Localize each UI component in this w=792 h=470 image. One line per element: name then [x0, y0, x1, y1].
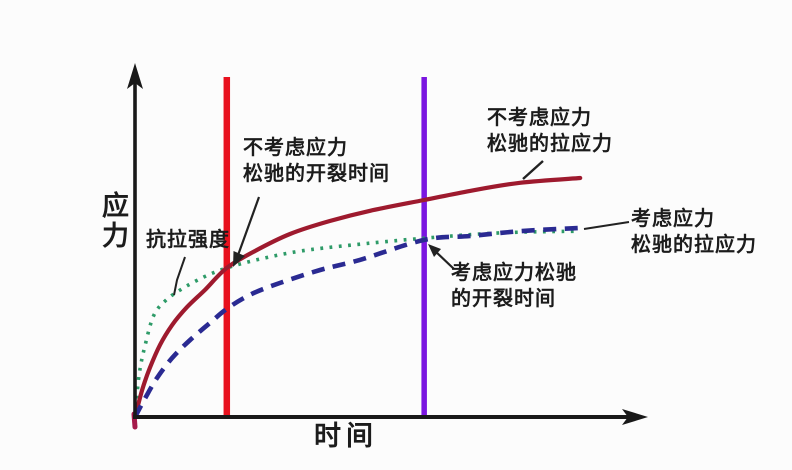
strength-label: 抗拉强度 [146, 227, 230, 251]
stress-relax-leader-line [583, 221, 630, 230]
crack-no-relax-arrow-icon [233, 251, 245, 267]
stress-no-relax-label: 不考虑应力 松驰的拉应力 [487, 105, 613, 156]
stress-relax-curve [132, 225, 579, 419]
crack-time-no-relax-label: 不考虑应力 松驰的开裂时间 [243, 135, 390, 186]
crack-time-relax-label: 考虑应力松驰 的开裂时间 [451, 260, 577, 311]
x-axis-arrow-icon [622, 409, 648, 425]
stress-relax-label: 考虑应力 松驰的拉应力 [631, 206, 757, 257]
crack-relax-arrow-icon [428, 244, 441, 257]
crack-no-relax-leader-line [235, 196, 261, 259]
y-axis-label: 应力 [102, 191, 130, 253]
strength-leader-line [173, 256, 186, 296]
stress-no-relax-leader-line [522, 160, 544, 180]
x-axis-label: 时间 [314, 421, 378, 452]
y-axis-arrow-icon [127, 63, 143, 89]
